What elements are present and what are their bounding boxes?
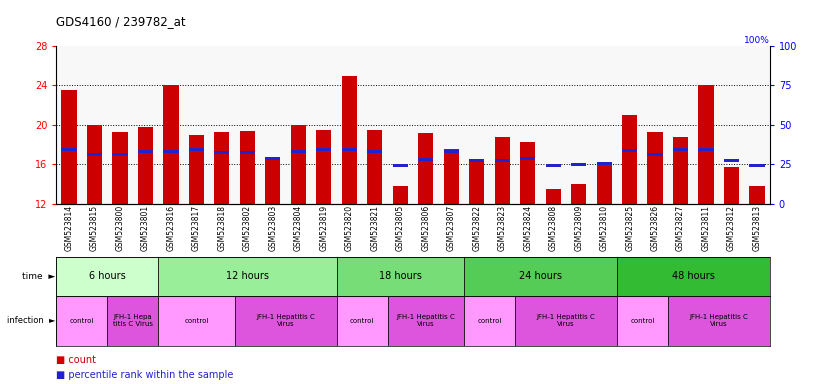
Text: JFH-1 Hepatitis C
Virus: JFH-1 Hepatitis C Virus: [537, 314, 596, 327]
Bar: [387, 296, 464, 346]
Bar: [61, 148, 77, 151]
Text: JFH-1 Hepatitis C
Virus: JFH-1 Hepatitis C Virus: [690, 314, 748, 327]
Bar: [392, 164, 408, 167]
Bar: [342, 76, 357, 204]
Bar: [291, 125, 306, 204]
Bar: [749, 186, 765, 204]
Bar: [418, 158, 434, 161]
Bar: [617, 296, 668, 346]
Bar: [188, 135, 204, 204]
Bar: [444, 149, 459, 204]
Text: infection  ►: infection ►: [7, 316, 55, 325]
Bar: [87, 125, 102, 204]
Bar: [240, 131, 255, 204]
Bar: [469, 162, 484, 204]
Bar: [265, 157, 281, 160]
Bar: [749, 164, 765, 167]
Bar: [596, 163, 612, 204]
Bar: [342, 148, 357, 151]
Bar: [112, 132, 127, 204]
Bar: [699, 85, 714, 204]
Bar: [336, 296, 387, 346]
Bar: [444, 150, 459, 153]
Bar: [545, 189, 561, 204]
Bar: [112, 153, 127, 156]
Bar: [673, 137, 688, 204]
Bar: [622, 149, 638, 152]
Bar: [673, 148, 688, 151]
Bar: [107, 296, 158, 346]
Text: 12 hours: 12 hours: [225, 271, 268, 281]
Bar: [316, 130, 331, 204]
Text: JFH-1 Hepatitis C
Virus: JFH-1 Hepatitis C Virus: [256, 314, 315, 327]
Text: control: control: [184, 318, 208, 324]
Text: time  ►: time ►: [22, 272, 55, 281]
Bar: [392, 186, 408, 204]
Bar: [648, 153, 662, 156]
Bar: [515, 296, 617, 346]
Bar: [520, 157, 535, 160]
Bar: [240, 151, 255, 154]
Bar: [265, 157, 281, 204]
Bar: [164, 85, 178, 204]
Bar: [571, 184, 586, 204]
Bar: [336, 257, 464, 296]
Text: GDS4160 / 239782_at: GDS4160 / 239782_at: [56, 15, 186, 28]
Bar: [214, 151, 230, 154]
Bar: [464, 257, 617, 296]
Bar: [571, 163, 586, 166]
Bar: [668, 296, 770, 346]
Bar: [724, 167, 739, 204]
Text: control: control: [350, 318, 374, 324]
Text: ■ count: ■ count: [56, 355, 96, 365]
Bar: [367, 150, 382, 153]
Text: ■ percentile rank within the sample: ■ percentile rank within the sample: [56, 370, 234, 380]
Text: 24 hours: 24 hours: [519, 271, 562, 281]
Bar: [87, 153, 102, 156]
Bar: [138, 150, 153, 153]
Bar: [158, 257, 336, 296]
Text: control: control: [477, 318, 501, 324]
Bar: [367, 130, 382, 204]
Text: control: control: [630, 318, 654, 324]
Bar: [495, 137, 510, 204]
Bar: [596, 162, 612, 165]
Bar: [291, 150, 306, 153]
Bar: [61, 90, 77, 204]
Bar: [316, 148, 331, 151]
Bar: [56, 296, 107, 346]
Bar: [418, 132, 434, 204]
Bar: [724, 159, 739, 162]
Bar: [188, 148, 204, 151]
Bar: [617, 257, 770, 296]
Bar: [520, 142, 535, 204]
Bar: [469, 159, 484, 162]
Bar: [158, 296, 235, 346]
Text: 100%: 100%: [744, 35, 770, 45]
Text: 48 hours: 48 hours: [672, 271, 714, 281]
Text: 6 hours: 6 hours: [88, 271, 126, 281]
Text: 18 hours: 18 hours: [379, 271, 422, 281]
Bar: [235, 296, 336, 346]
Bar: [622, 115, 638, 204]
Bar: [138, 127, 153, 204]
Bar: [545, 164, 561, 167]
Bar: [56, 257, 158, 296]
Bar: [495, 159, 510, 162]
Text: JFH-1 Hepatitis C
Virus: JFH-1 Hepatitis C Virus: [396, 314, 455, 327]
Bar: [648, 132, 662, 204]
Bar: [464, 296, 515, 346]
Text: JFH-1 Hepa
titis C Virus: JFH-1 Hepa titis C Virus: [112, 314, 153, 327]
Bar: [214, 132, 230, 204]
Bar: [164, 150, 178, 153]
Text: control: control: [69, 318, 94, 324]
Bar: [699, 148, 714, 151]
